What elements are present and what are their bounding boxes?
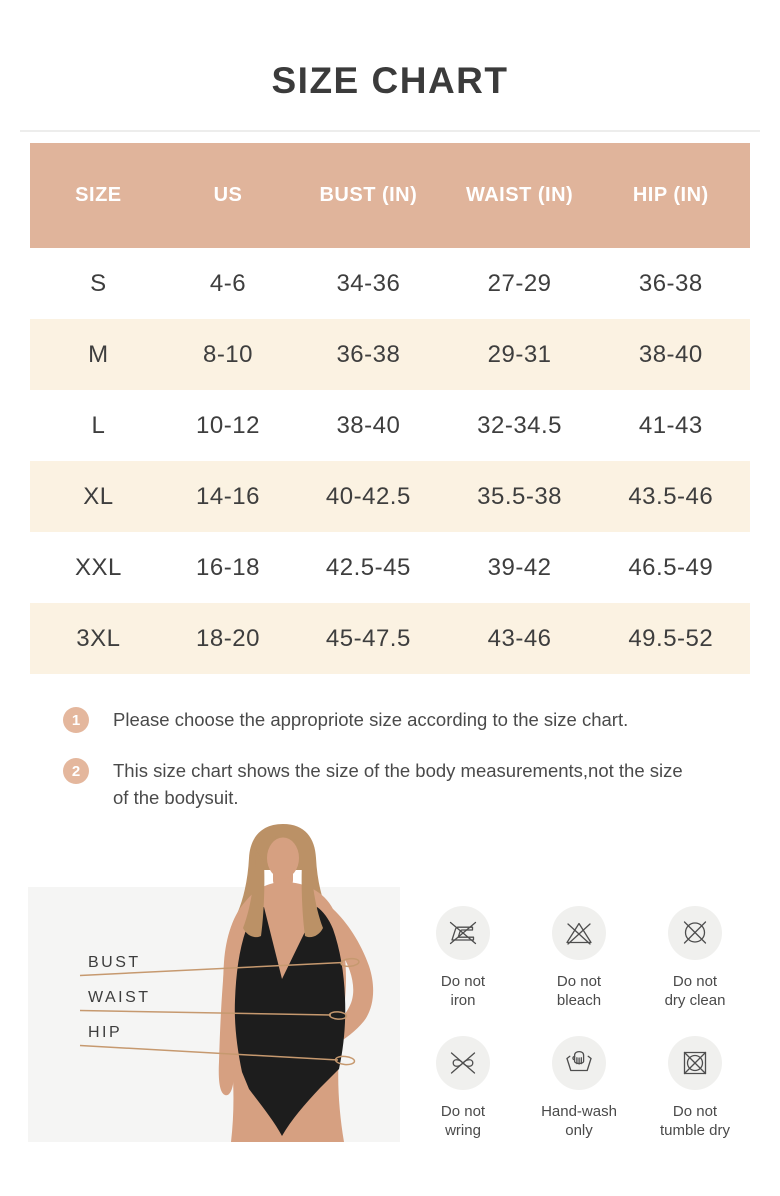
bust-cell: 42.5-45 [289, 532, 448, 603]
hip-cell: 43.5-46 [591, 461, 750, 532]
hip-cell: 46.5-49 [591, 532, 750, 603]
us-cell: 4-6 [166, 248, 290, 319]
hip-tape-line [79, 1044, 356, 1066]
hip-cell: 36-38 [591, 248, 750, 319]
note-number-badge: 1 [63, 707, 89, 733]
us-cell: 8-10 [166, 319, 290, 390]
care-item: Hand-wash only [521, 1028, 637, 1140]
table-row: M 8-10 36-38 29-31 38-40 [30, 319, 750, 390]
model-figure [28, 824, 400, 1142]
model-hair-front [243, 825, 323, 938]
bust-cell: 36-38 [289, 319, 448, 390]
size-cell: S [30, 248, 167, 319]
hip-cell: 49.5-52 [591, 603, 750, 674]
do-not-tumble-dry-icon [683, 1051, 707, 1075]
table-row: L 10-12 38-40 32-34.5 41-43 [30, 390, 750, 461]
measurement-figure-area: BUST WAIST HIP [28, 820, 400, 1150]
care-label-line: Do not [672, 973, 718, 990]
us-cell: 16-18 [166, 532, 290, 603]
note-item: 1 Please choose the appropriote size acc… [63, 706, 753, 733]
column-header-size: SIZE [30, 143, 167, 248]
care-item: Do not iron [405, 898, 521, 1010]
size-cell: L [30, 390, 167, 461]
care-item: Do not bleach [521, 898, 637, 1010]
care-instructions: Do not iron Do not bleach [405, 898, 753, 1140]
table-row: S 4-6 34-36 27-29 36-38 [30, 248, 750, 319]
bust-tape-line [79, 957, 360, 977]
us-cell: 10-12 [166, 390, 290, 461]
table-row: 3XL 18-20 45-47.5 43-46 49.5-52 [30, 603, 750, 674]
care-label-line: only [565, 1122, 593, 1139]
size-chart-table: SIZE US BUST (IN) WAIST (IN) HIP (IN) S … [30, 143, 750, 674]
care-label-line: Do not [556, 973, 602, 990]
waist-cell: 32-34.5 [447, 390, 592, 461]
hand-wash-only-icon [566, 1050, 592, 1072]
bust-cell: 34-36 [289, 248, 448, 319]
page-title: SIZE CHART [271, 60, 509, 101]
note-number-badge: 2 [63, 758, 89, 784]
note-text: Please choose the appropriote size accor… [113, 709, 629, 730]
section-divider [20, 130, 760, 132]
us-cell: 14-16 [166, 461, 290, 532]
column-header-bust: BUST (IN) [289, 143, 448, 248]
care-item: Do not dry clean [637, 898, 753, 1010]
waist-tape-line [79, 1009, 348, 1020]
waist-label: WAIST [88, 989, 151, 1006]
do-not-iron-icon [449, 921, 477, 945]
care-label-line: Do not [672, 1103, 718, 1120]
size-cell: XL [30, 461, 167, 532]
do-not-wring-icon [450, 1052, 476, 1074]
size-cell: XXL [30, 532, 167, 603]
waist-cell: 27-29 [447, 248, 592, 319]
care-item: Do not tumble dry [637, 1028, 753, 1140]
hip-cell: 41-43 [591, 390, 750, 461]
do-not-bleach-icon [566, 922, 592, 945]
note-item: 2 This size chart shows the size of the … [63, 757, 753, 811]
bust-cell: 38-40 [289, 390, 448, 461]
us-cell: 18-20 [166, 603, 290, 674]
table-row: XL 14-16 40-42.5 35.5-38 43.5-46 [30, 461, 750, 532]
waist-cell: 29-31 [447, 319, 592, 390]
column-header-waist: WAIST (IN) [447, 143, 592, 248]
table-row: XXL 16-18 42.5-45 39-42 46.5-49 [30, 532, 750, 603]
care-label-line: bleach [556, 992, 602, 1009]
waist-cell: 39-42 [447, 532, 592, 603]
size-cell: M [30, 319, 167, 390]
waist-cell: 43-46 [447, 603, 592, 674]
hip-cell: 38-40 [591, 319, 750, 390]
hip-label: HIP [88, 1024, 123, 1041]
care-label-line: Do not [440, 973, 486, 990]
care-label-line: Do not [440, 1103, 486, 1120]
table-header-row: SIZE US BUST (IN) WAIST (IN) HIP (IN) [30, 143, 750, 248]
waist-cell: 35.5-38 [447, 461, 592, 532]
notes-section: 1 Please choose the appropriote size acc… [63, 706, 753, 835]
do-not-dry-clean-icon [683, 921, 707, 944]
care-label-line: iron [450, 992, 476, 1009]
bust-cell: 45-47.5 [289, 603, 448, 674]
bust-label: BUST [88, 954, 141, 971]
size-cell: 3XL [30, 603, 167, 674]
care-item: Do not wring [405, 1028, 521, 1140]
note-text: This size chart shows the size of the bo… [113, 760, 683, 808]
column-header-us: US [166, 143, 290, 248]
care-label-line: wring [445, 1122, 481, 1139]
care-label-line: Hand-wash [541, 1103, 617, 1120]
care-label-line: dry clean [664, 992, 726, 1009]
model-face [267, 837, 299, 879]
bust-cell: 40-42.5 [289, 461, 448, 532]
column-header-hip: HIP (IN) [591, 143, 750, 248]
care-label-line: tumble dry [659, 1122, 731, 1139]
